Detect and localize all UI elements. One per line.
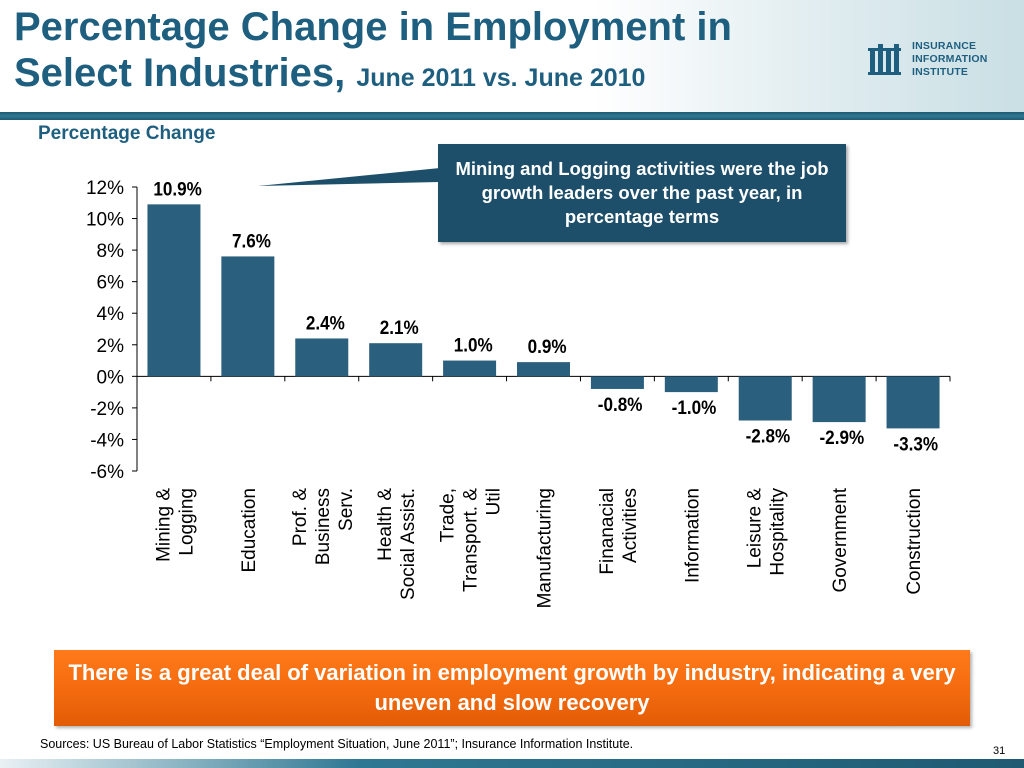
sources-note: Sources: US Bureau of Labor Statistics “… (40, 737, 634, 751)
iii-logo-icon (868, 44, 901, 75)
bar-10 (886, 376, 940, 429)
iii-logo-text: INSURANCE INFORMATION INSTITUTE (912, 40, 988, 79)
category-label-2: Serv. (336, 488, 357, 531)
title-line-2: Select Industries, (14, 51, 346, 95)
y-axis-caption: Percentage Change (38, 123, 216, 144)
slide-title: Percentage Change in Employment in Selec… (14, 4, 732, 101)
category-label-4: Trade, (438, 488, 459, 542)
data-label-6: -0.8% (598, 394, 643, 415)
bar-0 (147, 204, 201, 377)
logo-line-2: INFORMATION (912, 53, 988, 65)
callout-pointer (258, 168, 440, 186)
page-number: 31 (993, 745, 1006, 757)
logo-line-1: INSURANCE (912, 40, 977, 52)
bar-chart: 12% 10% 8% 6% 4% 2% 0% -2% -4% -6% 10.9% Mining & Lo… (86, 168, 951, 608)
y-tick-label: 8% (97, 241, 125, 262)
data-label-2: 2.4% (306, 313, 345, 334)
data-label-9: -2.9% (820, 427, 865, 448)
bar-7 (664, 376, 718, 393)
data-label-10: -3.3% (893, 434, 938, 455)
y-tick-label: 0% (97, 367, 125, 388)
iii-logo: INSURANCE INFORMATION INSTITUTE (868, 38, 1018, 82)
data-label-8: -2.8% (746, 426, 791, 447)
title-line-1: Percentage Change in Employment in (14, 5, 732, 49)
category-label-10: Construction (904, 488, 925, 595)
bar-8 (738, 376, 792, 421)
category-label-0: Mining & (153, 488, 174, 562)
category-label-7: Information (682, 488, 703, 583)
bar-6 (590, 376, 644, 389)
category-label-8: Leisure & (745, 488, 766, 569)
y-tick-label: 2% (97, 336, 125, 357)
y-tick-label: -6% (90, 462, 124, 483)
category-label-4: Util (484, 488, 505, 515)
data-label-1: 7.6% (232, 231, 271, 252)
y-tick-label: 6% (97, 273, 125, 294)
data-label-7: -1.0% (672, 397, 717, 418)
y-tick-label: -4% (90, 430, 124, 451)
bar-3 (369, 343, 423, 377)
bar-2 (295, 338, 349, 377)
title-subtitle: June 2011 vs. June 2010 (356, 64, 646, 92)
bar-4 (443, 360, 497, 377)
category-label-5: Manufacturing (535, 488, 556, 608)
y-tick-label: 12% (86, 178, 124, 199)
category-label-2: Business (313, 488, 334, 565)
category-label-6: Finanacial (597, 488, 618, 575)
logo-line-3: INSTITUTE (912, 66, 969, 78)
bar-1 (221, 256, 275, 377)
category-label-4: Transport. & (461, 488, 482, 592)
header-rule (0, 112, 1024, 120)
bar-5 (517, 362, 570, 377)
header-background (0, 0, 1024, 112)
category-label-8: Hospitality (768, 488, 789, 576)
data-label-0: 10.9% (153, 179, 201, 200)
data-label-3: 2.1% (380, 317, 419, 338)
callout-box: Mining and Logging activities were the j… (438, 144, 846, 242)
y-tick-label: 4% (97, 304, 125, 325)
y-tick-label: 10% (86, 210, 124, 231)
category-label-2: Prof. & (290, 488, 311, 546)
category-label-3: Social Assist. (398, 488, 419, 600)
footer-rule (0, 759, 1024, 768)
data-label-5: 0.9% (528, 336, 567, 357)
category-label-0: Logging (176, 488, 197, 556)
category-label-3: Health & (375, 488, 396, 561)
y-tick-label: -2% (90, 399, 124, 420)
key-message-banner: There is a great deal of variation in em… (54, 650, 970, 726)
category-label-9: Government (830, 487, 851, 592)
data-label-4: 1.0% (454, 335, 493, 356)
bar-9 (812, 376, 866, 423)
category-label-6: Activities (620, 488, 641, 563)
category-label-1: Education (239, 488, 260, 573)
